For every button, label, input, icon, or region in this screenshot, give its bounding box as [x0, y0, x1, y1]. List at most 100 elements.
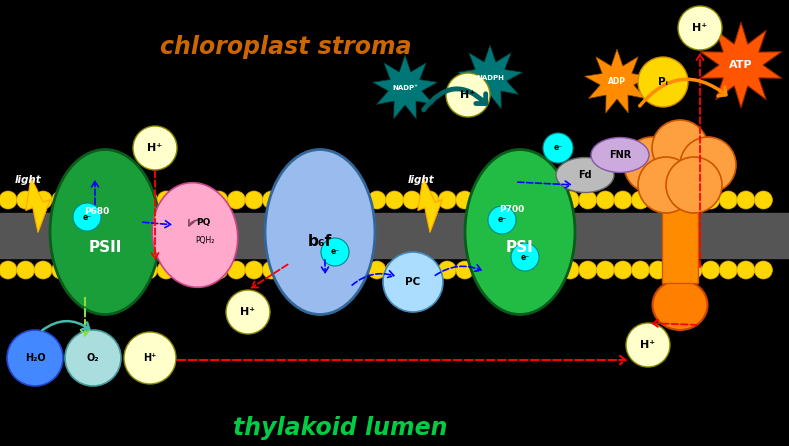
Circle shape [383, 252, 443, 312]
Bar [0, 213, 789, 258]
Ellipse shape [653, 280, 708, 330]
Text: Pᵢ: Pᵢ [658, 77, 668, 87]
Circle shape [473, 191, 492, 209]
Text: H⁺: H⁺ [641, 340, 656, 350]
Circle shape [17, 261, 35, 279]
Polygon shape [700, 22, 782, 108]
Text: H⁺: H⁺ [461, 90, 476, 100]
Circle shape [52, 191, 69, 209]
Text: FNR: FNR [609, 150, 631, 160]
Circle shape [316, 261, 333, 279]
Circle shape [69, 191, 88, 209]
Bar [662, 208, 698, 283]
Circle shape [491, 191, 509, 209]
Ellipse shape [591, 137, 649, 173]
Circle shape [157, 191, 175, 209]
Circle shape [157, 261, 175, 279]
Circle shape [386, 261, 403, 279]
Circle shape [631, 261, 649, 279]
Circle shape [7, 330, 63, 386]
Circle shape [297, 191, 316, 209]
Circle shape [210, 261, 228, 279]
Circle shape [754, 261, 772, 279]
Text: P700: P700 [499, 206, 525, 215]
Circle shape [280, 261, 298, 279]
Circle shape [754, 191, 772, 209]
Circle shape [104, 261, 122, 279]
Text: chloroplast stroma: chloroplast stroma [160, 35, 412, 59]
Circle shape [488, 206, 516, 234]
Text: H⁺: H⁺ [148, 143, 163, 153]
Circle shape [701, 261, 720, 279]
Circle shape [263, 261, 281, 279]
Text: ATP: ATP [729, 60, 753, 70]
Circle shape [737, 191, 755, 209]
Circle shape [561, 191, 579, 209]
Circle shape [438, 191, 456, 209]
Text: NADP⁺: NADP⁺ [392, 85, 418, 91]
Circle shape [614, 261, 632, 279]
Circle shape [596, 261, 615, 279]
Circle shape [666, 157, 722, 213]
Text: ADP: ADP [608, 78, 626, 87]
Circle shape [544, 261, 562, 279]
Circle shape [73, 203, 101, 231]
Text: H⁺: H⁺ [144, 353, 157, 363]
Text: e⁻: e⁻ [82, 212, 92, 222]
Text: e⁻: e⁻ [331, 248, 339, 256]
Text: NADPH: NADPH [476, 75, 504, 81]
Circle shape [227, 261, 245, 279]
Polygon shape [372, 55, 437, 119]
Text: P680: P680 [84, 207, 110, 216]
Text: PC: PC [406, 277, 421, 287]
Circle shape [0, 261, 17, 279]
Text: thylakoid lumen: thylakoid lumen [233, 416, 447, 440]
Circle shape [174, 261, 193, 279]
Circle shape [333, 191, 351, 209]
Circle shape [701, 191, 720, 209]
Circle shape [403, 191, 421, 209]
Text: PQH₂: PQH₂ [196, 235, 215, 244]
Circle shape [649, 191, 667, 209]
Circle shape [210, 191, 228, 209]
Circle shape [174, 191, 193, 209]
Circle shape [456, 191, 473, 209]
Circle shape [684, 191, 702, 209]
Circle shape [263, 191, 281, 209]
Circle shape [446, 73, 490, 117]
Ellipse shape [465, 149, 575, 314]
Circle shape [543, 133, 573, 163]
Text: e⁻: e⁻ [497, 215, 507, 224]
Circle shape [87, 191, 105, 209]
Circle shape [350, 261, 368, 279]
Circle shape [52, 261, 69, 279]
Circle shape [421, 261, 439, 279]
Text: H₂O: H₂O [24, 353, 45, 363]
Circle shape [321, 238, 349, 266]
Text: e⁻: e⁻ [553, 144, 563, 153]
Circle shape [0, 191, 17, 209]
Text: e⁻: e⁻ [521, 252, 529, 261]
Circle shape [737, 261, 755, 279]
Circle shape [561, 261, 579, 279]
Circle shape [526, 261, 544, 279]
Circle shape [245, 261, 263, 279]
Polygon shape [458, 45, 522, 109]
Circle shape [678, 6, 722, 50]
Circle shape [421, 191, 439, 209]
Circle shape [649, 261, 667, 279]
Circle shape [579, 261, 596, 279]
Circle shape [34, 191, 52, 209]
Circle shape [368, 191, 386, 209]
Text: b₆f: b₆f [308, 235, 332, 249]
Circle shape [124, 332, 176, 384]
Circle shape [720, 261, 737, 279]
Circle shape [122, 261, 140, 279]
Circle shape [65, 330, 121, 386]
Circle shape [526, 191, 544, 209]
Circle shape [631, 191, 649, 209]
Circle shape [140, 261, 158, 279]
Circle shape [508, 191, 526, 209]
Circle shape [17, 191, 35, 209]
Circle shape [104, 191, 122, 209]
